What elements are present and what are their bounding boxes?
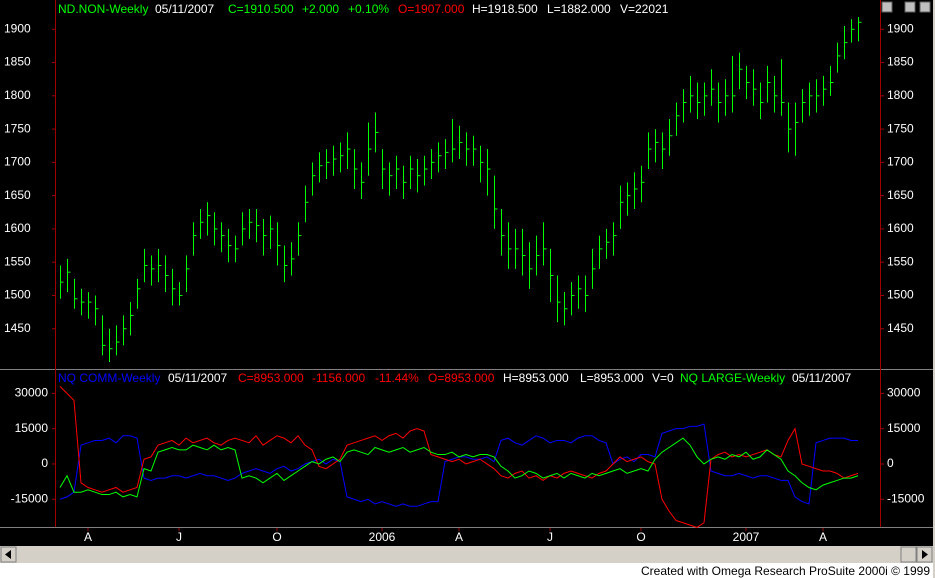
header-text: NQ LARGE-Weekly: [680, 371, 785, 385]
y-tick-label: 30000: [15, 386, 49, 400]
x-tick-label: J: [176, 530, 182, 544]
scroll-thumb[interactable]: [900, 546, 917, 563]
x-tick-label: J: [547, 530, 553, 544]
header-text: L=8953.000: [580, 371, 644, 385]
y-tick-label-right: 1900: [887, 21, 914, 35]
y-tick-label-right: 1850: [887, 55, 914, 69]
y-tick-label-right: 30000: [887, 386, 921, 400]
y-tick-label-right: 1500: [887, 288, 914, 302]
y-tick-label-right: 15000: [887, 421, 921, 435]
window-button[interactable]: [919, 1, 931, 13]
header-text: C=8953.000: [238, 371, 304, 385]
header-text: V=0: [652, 371, 674, 385]
header-text: H=1918.500: [472, 2, 538, 16]
header-text: O=8953.000: [428, 371, 495, 385]
footer-text: Created with Omega Research ProSuite 200…: [641, 564, 930, 578]
y-tick-label-right: 1450: [887, 321, 914, 335]
x-tick-label: A: [455, 530, 463, 544]
y-tick-label: 1750: [4, 121, 31, 135]
y-tick-label-right: 1550: [887, 254, 914, 268]
header-text: 05/11/2007: [792, 371, 851, 385]
window-button[interactable]: [881, 1, 893, 13]
x-tick-label: A: [819, 530, 827, 544]
y-tick-label: 1650: [4, 188, 31, 202]
y-tick-label: 1550: [4, 254, 31, 268]
y-tick-label: 1450: [4, 321, 31, 335]
header-text: -11.44%: [375, 371, 419, 385]
y-tick-label: 15000: [15, 421, 49, 435]
x-tick-label: 2006: [369, 530, 396, 544]
window-button[interactable]: [904, 1, 916, 13]
x-tick-label: A: [84, 530, 92, 544]
header-text: 05/11/2007: [168, 371, 227, 385]
y-tick-label: 1700: [4, 155, 31, 169]
y-tick-label-right: 1800: [887, 88, 914, 102]
cot-line: [59, 437, 859, 498]
y-tick-label: 1500: [4, 288, 31, 302]
y-tick-label-right: 1700: [887, 155, 914, 169]
cot-line: [59, 385, 859, 529]
x-tick-label: 2007: [733, 530, 760, 544]
arrow-icon: [922, 550, 928, 559]
header-text: +0.10%: [348, 2, 389, 16]
y-tick-label-right: -15000: [887, 491, 925, 505]
y-tick-label: 1850: [4, 55, 31, 69]
header-text: H=8953.000: [503, 371, 569, 385]
y-tick-label: -15000: [11, 491, 49, 505]
header-text: -1156.000: [312, 371, 365, 385]
scrollbar[interactable]: [0, 546, 933, 563]
window-edge: [933, 0, 935, 578]
header-text: L=1882.000: [547, 2, 611, 16]
y-tick-label: 1800: [4, 88, 31, 102]
arrow-icon: [5, 550, 11, 559]
header-text: C=1910.500: [228, 2, 294, 16]
y-tick-label: 1900: [4, 21, 31, 35]
header-text: NQ COMM-Weekly: [58, 371, 160, 385]
y-tick-label-right: 1750: [887, 121, 914, 135]
y-tick-label-right: 1650: [887, 188, 914, 202]
header-text: +2.000: [302, 2, 339, 16]
y-tick-label: 1600: [4, 221, 31, 235]
y-tick-label-right: 0: [887, 456, 894, 470]
header-text: ND.NON-Weekly: [58, 2, 148, 16]
x-tick-label: O: [636, 530, 645, 544]
y-tick-label: 0: [41, 456, 48, 470]
y-tick-label-right: 1600: [887, 221, 914, 235]
header-text: V=22021: [620, 2, 669, 16]
header-text: 05/11/2007: [155, 2, 214, 16]
x-tick-label: O: [272, 530, 281, 544]
header-text: O=1907.000: [398, 2, 465, 16]
